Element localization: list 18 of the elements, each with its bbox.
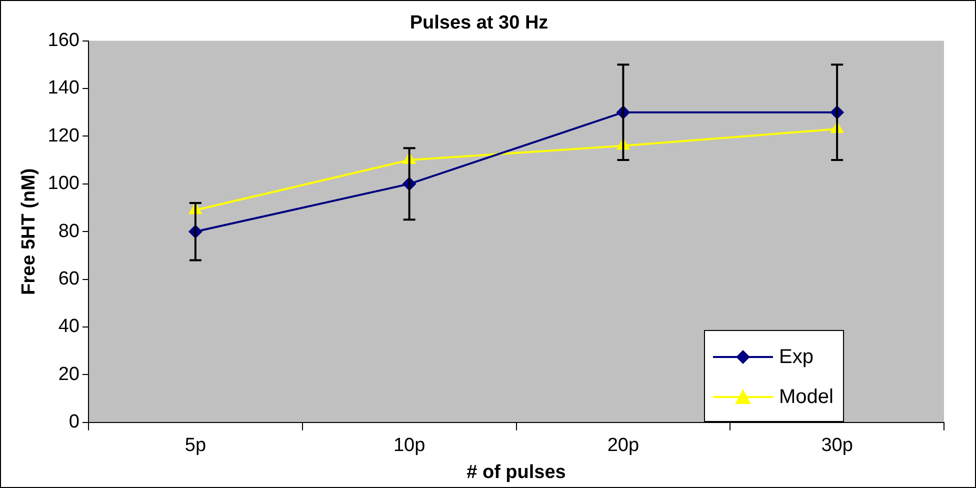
y-tick-label: 160 [48, 30, 80, 52]
y-tick-label: 80 [58, 220, 80, 242]
y-tick-label: 60 [58, 268, 80, 290]
x-axis-title: # of pulses [466, 462, 566, 483]
x-tick-label: 30p [821, 435, 853, 456]
y-tick-label: 40 [58, 316, 80, 338]
chart-title: Pulses at 30 Hz [410, 12, 548, 34]
y-tick-label: 140 [48, 78, 80, 99]
legend-label: Exp [779, 346, 814, 369]
y-tick-label: 0 [68, 412, 80, 433]
y-tick-label: 100 [48, 173, 80, 194]
y-tick-label: 20 [58, 364, 80, 385]
x-tick-label: 20p [607, 435, 640, 456]
y-axis-title: Free 5HT (nM) [18, 168, 40, 295]
x-tick-label: 10p [393, 435, 426, 456]
y-tick-label: 120 [48, 125, 80, 146]
x-tick-label: 5p [184, 435, 206, 456]
legend-label: Model [779, 386, 834, 409]
